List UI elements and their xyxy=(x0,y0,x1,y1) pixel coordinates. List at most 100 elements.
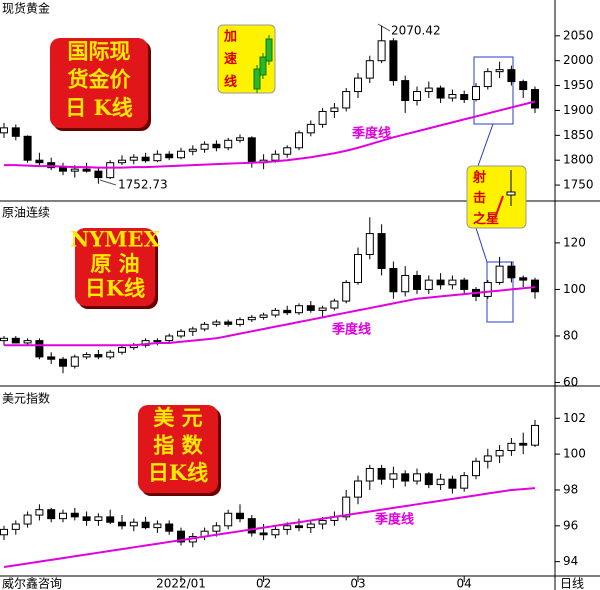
note-box xyxy=(217,24,276,94)
y-tick-label: 1850 xyxy=(563,128,594,142)
y-tick-label: 1950 xyxy=(563,78,594,92)
y-tick-label: 102 xyxy=(563,411,586,425)
icon-candle xyxy=(259,56,267,76)
candle-body xyxy=(389,267,398,293)
candle-body xyxy=(413,91,421,102)
candle-body xyxy=(365,233,374,256)
candle-body xyxy=(35,509,44,516)
connector xyxy=(475,227,488,263)
candle-body xyxy=(141,521,150,529)
candle-body xyxy=(259,532,268,536)
candle-body xyxy=(365,467,374,482)
note-text: 加 xyxy=(223,30,237,45)
candle-body xyxy=(495,450,504,457)
leader-line xyxy=(377,23,391,32)
candle-body xyxy=(106,516,115,523)
x-axis-label: 日线 xyxy=(560,577,584,590)
x-tick-label: 03 xyxy=(350,577,365,590)
x-tick-label: 04 xyxy=(457,577,472,590)
candle-body xyxy=(153,153,162,162)
candle-body xyxy=(47,356,56,360)
candle-body xyxy=(35,159,44,164)
candle-body xyxy=(401,473,410,482)
candle-body xyxy=(0,127,8,134)
candle-body xyxy=(141,156,150,162)
candle-body xyxy=(271,153,280,161)
candle-body xyxy=(82,354,91,358)
candle-body xyxy=(188,328,197,332)
candle-body xyxy=(94,170,103,179)
y-tick-label: 96 xyxy=(563,518,578,532)
high-label: 2070.42 xyxy=(391,24,441,38)
moving-average xyxy=(4,286,536,347)
candle-body xyxy=(460,475,469,489)
candle-body xyxy=(59,358,67,367)
candle-body xyxy=(0,337,8,342)
candle-body xyxy=(318,519,327,525)
candle-body xyxy=(519,277,528,281)
badge xyxy=(50,38,148,128)
candle-body xyxy=(342,91,351,109)
candle-body xyxy=(165,153,174,159)
candle-body xyxy=(306,305,315,311)
candle-body xyxy=(424,87,433,93)
candle-body xyxy=(436,478,445,486)
candle-body xyxy=(23,340,32,344)
candle-body xyxy=(377,233,386,269)
candle-body xyxy=(354,77,362,93)
candle-body xyxy=(436,87,445,99)
candle-body xyxy=(271,309,280,316)
candle-body xyxy=(295,525,303,529)
ma-label: 季度线 xyxy=(351,126,391,142)
candle-body xyxy=(212,321,221,325)
candle-body xyxy=(472,86,480,101)
candle-body xyxy=(306,523,315,529)
candle-body xyxy=(94,516,103,521)
candle-body xyxy=(59,512,67,520)
candle-body xyxy=(11,127,20,137)
candle-body xyxy=(47,509,56,520)
candle-body xyxy=(11,523,20,530)
x-tick-label: 02 xyxy=(256,577,271,590)
note-text: 击 xyxy=(473,190,486,206)
candle-body xyxy=(106,351,115,358)
y-tick-label: 60 xyxy=(563,375,578,389)
candle-body xyxy=(224,321,233,325)
candle-body xyxy=(129,521,138,527)
candle-body xyxy=(177,150,185,159)
candle-body xyxy=(377,467,386,480)
badge-text: 美 元 xyxy=(153,405,202,430)
y-tick-label: 120 xyxy=(563,235,586,249)
y-tick-label: 98 xyxy=(563,482,578,496)
candle-body xyxy=(212,143,221,149)
y-tick-label: 2050 xyxy=(563,28,594,42)
candle-body xyxy=(436,279,445,286)
candle-body xyxy=(200,143,209,150)
badge-text: 日 K线 xyxy=(65,95,133,120)
panel-title: 美元指数 xyxy=(2,391,50,406)
candle-body xyxy=(283,147,292,155)
y-tick-label: 94 xyxy=(563,554,578,568)
candle-body xyxy=(70,168,79,172)
candle-body xyxy=(342,281,351,302)
candle-body xyxy=(401,274,410,293)
candle-body xyxy=(424,279,433,290)
candle-body xyxy=(224,139,233,149)
candle-body xyxy=(165,335,174,342)
candle-body xyxy=(318,110,327,125)
candle-body xyxy=(177,330,185,337)
candle-body xyxy=(460,94,469,101)
candle-body xyxy=(35,340,44,358)
candle-body xyxy=(413,473,421,482)
candle-body xyxy=(519,442,528,446)
icon-candle xyxy=(253,68,261,90)
connector xyxy=(477,123,494,167)
candle-body xyxy=(259,314,268,318)
candle-body xyxy=(247,518,256,534)
candle-body xyxy=(271,528,280,536)
candle-body xyxy=(424,473,433,486)
candle-body xyxy=(519,81,528,91)
low-label: 1752.73 xyxy=(118,178,168,192)
candle-body xyxy=(389,40,398,82)
candle-body xyxy=(236,137,244,141)
